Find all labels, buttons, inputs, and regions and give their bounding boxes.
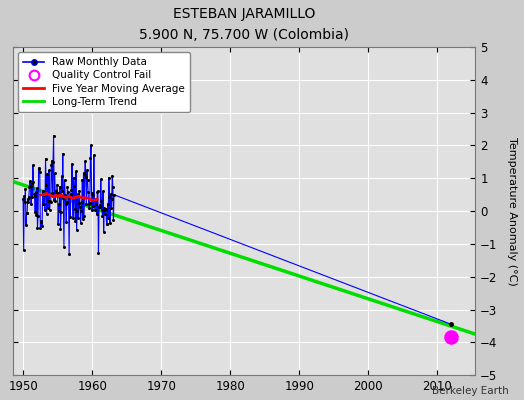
Text: Berkeley Earth: Berkeley Earth xyxy=(432,386,508,396)
Title: ESTEBAN JARAMILLO
5.900 N, 75.700 W (Colombia): ESTEBAN JARAMILLO 5.900 N, 75.700 W (Col… xyxy=(139,7,349,42)
Legend: Raw Monthly Data, Quality Control Fail, Five Year Moving Average, Long-Term Tren: Raw Monthly Data, Quality Control Fail, … xyxy=(18,52,190,112)
Y-axis label: Temperature Anomaly (°C): Temperature Anomaly (°C) xyxy=(507,137,517,286)
